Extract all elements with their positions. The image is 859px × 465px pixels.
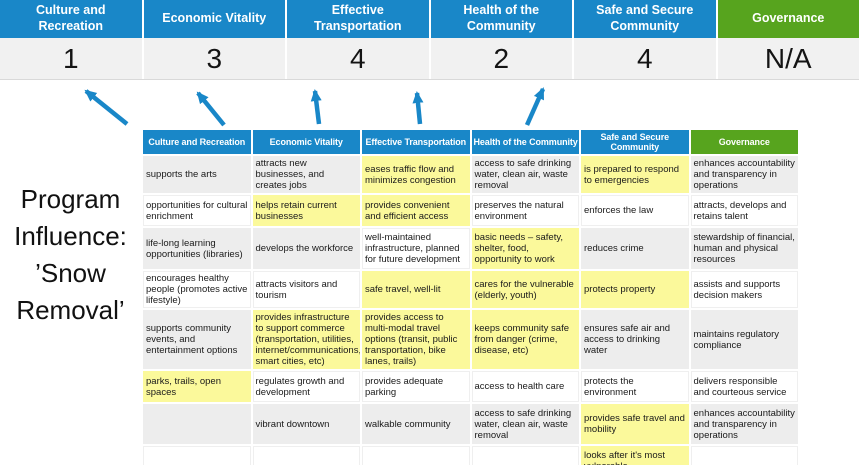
priority-labels-row: Culture and Recreation Economic Vitality E… (0, 0, 859, 38)
matrix-cell (360, 444, 472, 465)
priority-score: 4 (574, 38, 716, 79)
matrix-cell: regulates growth and development (250, 369, 362, 405)
matrix-row: life-long learning opportunities (librar… (141, 226, 800, 272)
matrix-header-cell: Culture and Recreation (141, 128, 253, 156)
matrix-cell-highlighted: cares for the vulnerable (elderly, youth… (469, 269, 581, 311)
matrix-cell: attracts new businesses, and creates job… (250, 153, 362, 196)
matrix-cell-highlighted: looks after it's most vulnerable (579, 444, 691, 465)
matrix-cell (688, 444, 800, 465)
matrix-row: vibrant downtown walkable community access… (141, 402, 800, 447)
matrix-cell: protects the environment (579, 369, 691, 405)
matrix-cell-highlighted: protects property (579, 269, 691, 311)
matrix-cell: vibrant downtown (250, 402, 362, 447)
program-title-line: Removal’ (16, 295, 125, 325)
matrix-cell: stewardship of financial, human and phys… (688, 226, 800, 272)
matrix-row: parks, trails, open spaces regulates grow… (141, 369, 800, 405)
matrix-header-cell: Safe and Secure Community (579, 128, 691, 156)
program-title-line: Program (20, 184, 121, 214)
influence-matrix: Culture and Recreation Economic Vitality E… (141, 128, 800, 465)
matrix-cell-highlighted: safe travel, well-lit (360, 269, 472, 311)
priority-banner-label: Economic Vitality (143, 0, 285, 38)
matrix-cell-highlighted: basic needs – safety, shelter, food, opp… (469, 226, 581, 272)
program-title-line: ’Snow (35, 258, 106, 288)
matrix-cell-highlighted: parks, trails, open spaces (141, 369, 253, 405)
priority-banner-label: Safe and Secure Community (574, 0, 716, 38)
matrix-cell (469, 444, 581, 465)
matrix-cell (141, 402, 253, 447)
matrix-cell-highlighted: is prepared to respond to emergencies (579, 153, 691, 196)
matrix-row: encourages healthy people (promotes acti… (141, 269, 800, 311)
matrix-header-cell: Governance (688, 128, 800, 156)
matrix-cell-highlighted: provides access to multi-modal travel op… (360, 308, 472, 372)
priority-banner-label: Culture and Recreation (0, 0, 142, 38)
priority-scores-row: 1 3 4 2 4 N/A (0, 38, 859, 79)
influence-arrow-culture (84, 89, 129, 126)
priority-score: 1 (0, 38, 142, 79)
matrix-cell: enhances accountability and transparency… (688, 153, 800, 196)
matrix-header-row: Culture and Recreation Economic Vitality E… (141, 128, 800, 156)
matrix-cell: provides adequate parking (360, 369, 472, 405)
matrix-cell: reduces crime (579, 226, 691, 272)
matrix-cell: maintains regulatory compliance (688, 308, 800, 372)
matrix-row: supports community events, and entertain… (141, 308, 800, 372)
matrix-cell: enhances accountability and transparency… (688, 402, 800, 447)
matrix-row: supports the arts attracts new businesses… (141, 153, 800, 196)
priority-score: 4 (287, 38, 429, 79)
matrix-cell: well-maintained infrastructure, planned … (360, 226, 472, 272)
matrix-cell-highlighted: provides infrastructure to support comme… (250, 308, 362, 372)
matrix-cell: access to health care (469, 369, 581, 405)
influence-arrow-health (412, 91, 424, 125)
matrix-cell: assists and supports decision makers (688, 269, 800, 311)
matrix-cell: access to safe drinking water, clean air… (469, 402, 581, 447)
matrix-cell: attracts, develops and retains talent (688, 193, 800, 229)
priority-banner-label: Health of the Community (430, 0, 572, 38)
matrix-cell: encourages healthy people (promotes acti… (141, 269, 253, 311)
matrix-cell: opportunities for cultural enrichment (141, 193, 253, 229)
program-title-line: Influence: (14, 221, 127, 251)
matrix-cell: preserves the natural environment (469, 193, 581, 229)
matrix-cell (141, 444, 253, 465)
matrix-row: opportunities for cultural enrichment hel… (141, 193, 800, 229)
matrix-header-cell: Effective Transportation (360, 128, 472, 156)
matrix-header-cell: Economic Vitality (250, 128, 362, 156)
matrix-cell: walkable community (360, 402, 472, 447)
matrix-cell-highlighted: keeps community safe from danger (crime,… (469, 308, 581, 372)
priority-score: 3 (143, 38, 285, 79)
matrix-cell: develops the workforce (250, 226, 362, 272)
matrix-cell-highlighted: provides safe travel and mobility (579, 402, 691, 447)
influence-arrow-transportation (310, 89, 322, 125)
matrix-cell: enforces the law (579, 193, 691, 229)
matrix-cell (250, 444, 362, 465)
priority-score: N/A (717, 38, 859, 79)
matrix-cell: delivers responsible and courteous servi… (688, 369, 800, 405)
matrix-cell-highlighted: provides convenient and efficient access (360, 193, 472, 229)
matrix-cell: supports the arts (141, 153, 253, 196)
priority-banner-label: Governance (717, 0, 859, 38)
priority-banner-label: Effective Transportation (287, 0, 429, 38)
matrix-cell: attracts visitors and tourism (250, 269, 362, 311)
matrix-cell-highlighted: helps retain current businesses (250, 193, 362, 229)
matrix-row: looks after it's most vulnerable (141, 444, 800, 465)
matrix-cell: ensures safe air and access to drinking … (579, 308, 691, 372)
matrix-header-cell: Health of the Community (469, 128, 581, 156)
matrix-cell: access to safe drinking water, clean air… (469, 153, 581, 196)
priority-scores-banner: Culture and Recreation Economic Vitality E… (0, 0, 859, 80)
matrix-cell: supports community events, and entertain… (141, 308, 253, 372)
influence-arrow-safe (524, 87, 546, 126)
influence-arrows (84, 87, 546, 127)
priority-score: 2 (430, 38, 572, 79)
program-influence-title: Program Influence: ’Snow Removal’ (0, 181, 141, 329)
matrix-cell: life-long learning opportunities (librar… (141, 226, 253, 272)
matrix-cell-highlighted: eases traffic flow and minimizes congest… (360, 153, 472, 196)
influence-arrow-economic (196, 91, 226, 127)
